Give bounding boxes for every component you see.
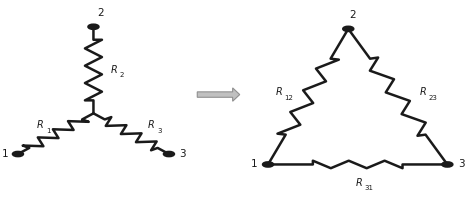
Text: 31: 31 [365, 185, 374, 192]
Text: R: R [356, 178, 363, 188]
Text: 1: 1 [251, 159, 257, 169]
Text: 2: 2 [97, 8, 104, 18]
Polygon shape [197, 88, 240, 101]
Text: 2: 2 [119, 72, 124, 78]
Text: 3: 3 [179, 149, 185, 159]
Circle shape [263, 162, 273, 167]
Text: R: R [110, 65, 117, 75]
Text: R: R [148, 120, 155, 130]
Text: R: R [275, 88, 282, 97]
Circle shape [88, 25, 99, 29]
Text: 12: 12 [284, 95, 293, 101]
Circle shape [343, 26, 354, 31]
Circle shape [164, 152, 174, 156]
Circle shape [442, 162, 453, 167]
Text: 3: 3 [157, 127, 162, 134]
Text: R: R [37, 120, 44, 130]
Text: 23: 23 [428, 95, 438, 101]
Text: 3: 3 [458, 159, 465, 169]
Text: 1: 1 [46, 127, 51, 134]
Text: R: R [419, 88, 426, 97]
Circle shape [13, 152, 23, 156]
Text: 2: 2 [350, 10, 356, 20]
Text: 1: 1 [1, 149, 8, 159]
